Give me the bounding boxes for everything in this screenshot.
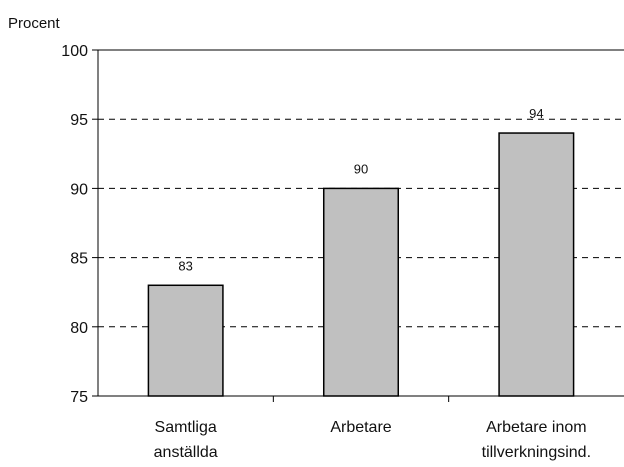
bar-3 xyxy=(498,132,575,397)
data-label-3: 94 xyxy=(529,106,543,121)
x-tick-label-line: Arbetare xyxy=(330,419,391,436)
y-tick-label-95: 95 xyxy=(70,112,88,129)
x-tick-label-2: Arbetare xyxy=(330,419,391,436)
data-label-1: 83 xyxy=(178,258,192,273)
axes xyxy=(92,49,624,402)
x-tick-label-1: Samtliga anställda xyxy=(154,419,218,461)
y-tick-label-90: 90 xyxy=(70,181,88,198)
bar-1 xyxy=(147,284,224,397)
data-label-2: 90 xyxy=(354,161,368,176)
y-tick-label-75: 75 xyxy=(70,389,88,406)
bar-2 xyxy=(322,187,400,397)
data-labels: 83 90 94 xyxy=(178,106,543,273)
x-tick-label-line: Arbetare inom xyxy=(486,419,587,436)
gridlines xyxy=(98,49,624,328)
tick-labels: 75 80 85 90 95 100 Samtliga anställda Arbetare Ar… xyxy=(61,43,591,461)
x-tick-label-line: Samtliga xyxy=(155,419,217,436)
y-tick-label-80: 80 xyxy=(70,320,88,337)
x-tick-label-line: tillverkningsind. xyxy=(482,444,591,461)
y-tick-label-100: 100 xyxy=(61,43,88,60)
y-tick-label-85: 85 xyxy=(70,251,88,268)
x-tick-label-line: anställda xyxy=(154,444,218,461)
x-tick-label-3: Arbetare inom tillverkningsind. xyxy=(482,419,591,461)
y-axis-label: Procent xyxy=(8,15,61,32)
